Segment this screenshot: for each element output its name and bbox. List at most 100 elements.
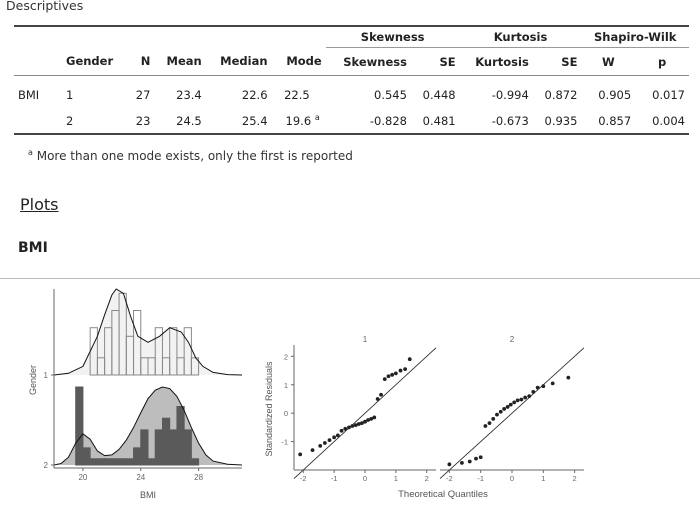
qq-point — [483, 424, 488, 428]
x-tick-label: -1 — [331, 474, 338, 483]
qq-point — [519, 397, 524, 402]
qq-point — [531, 389, 536, 394]
qq-point — [298, 452, 303, 457]
group-header-blank — [14, 25, 326, 48]
qq-point — [502, 407, 507, 411]
y-axis-label: Gender — [28, 365, 38, 395]
qq-point — [566, 375, 571, 380]
variable-heading: BMI — [18, 240, 48, 256]
qq-point — [318, 443, 323, 448]
cell-gender: 1 — [66, 87, 74, 102]
footnote: a More than one mode exists, only the fi… — [28, 148, 353, 163]
histogram-bar — [82, 447, 91, 466]
density-curve-1 — [53, 288, 243, 376]
cell-p: 0.017 — [652, 87, 685, 102]
qq-point — [498, 409, 503, 414]
qq-point — [379, 392, 383, 397]
cell-n: 23 — [127, 108, 155, 135]
histogram-bar — [154, 327, 163, 376]
density-area-2 — [54, 387, 242, 465]
cell-kurtosis-se: 0.935 — [532, 108, 582, 135]
qq-point — [327, 438, 332, 443]
qq-point — [347, 425, 351, 430]
qq-plot: 1 -2 -1 0 1 2 2 -2 -1 0 1 2 -1 0 1 2 Standardized Residu… — [264, 335, 585, 500]
histogram-bar — [176, 406, 185, 466]
qq-point — [515, 398, 520, 403]
histogram-bar — [89, 458, 98, 466]
qq-point — [474, 456, 478, 461]
y-tick-label: 2 — [44, 461, 49, 470]
qq-point — [478, 455, 483, 460]
x-axis-label: Theoretical Quantiles — [398, 489, 488, 500]
qq-point — [403, 367, 408, 372]
x-tick-label: 24 — [136, 473, 145, 482]
footnote-marker: a — [28, 148, 33, 157]
qq-point — [369, 416, 374, 421]
divider — [0, 278, 700, 279]
histogram-bar — [154, 429, 163, 466]
x-tick-label: -2 — [446, 474, 453, 483]
qq-point — [512, 400, 517, 405]
x-tick-label: 2 — [573, 474, 577, 483]
histogram-bar — [133, 310, 142, 376]
x-tick-label: 0 — [363, 474, 367, 483]
histogram-bar — [75, 386, 84, 466]
group-header-shapiro-wilk: Shapiro-Wilk — [581, 25, 689, 48]
cell-gender: 2 — [62, 108, 128, 135]
histogram-bar — [104, 458, 113, 466]
column-header-mean: Mean — [154, 47, 206, 76]
x-tick-label: 1 — [541, 474, 545, 483]
column-header-kurtosis-se: SE — [532, 47, 582, 76]
x-tick-label: -2 — [300, 474, 307, 483]
column-header-skewness-se: SE — [410, 47, 460, 76]
column-header-p: p — [635, 47, 689, 76]
cell-median: 25.4 — [205, 108, 272, 135]
column-header-w: W — [581, 47, 636, 76]
qq-point — [505, 405, 510, 409]
column-header-gender: Gender — [62, 47, 128, 76]
qq-point — [407, 357, 412, 362]
column-header-mode: Mode — [271, 47, 326, 76]
mode-footnote-marker: a — [314, 113, 320, 123]
y-tick-label: 1 — [284, 381, 288, 390]
qq-point — [350, 424, 355, 428]
cell-mode-value: 22.5 — [284, 87, 310, 102]
plots-heading[interactable]: Plots — [20, 195, 59, 214]
qq-point — [356, 422, 361, 426]
table-row: BMI 1 27 23.4 22.6 22.5 0.545 0.448 -0.9… — [14, 76, 689, 109]
cell-w: 0.905 — [598, 87, 632, 102]
histogram-bar — [183, 429, 192, 466]
x-tick-label: 0 — [510, 474, 514, 483]
qq-point — [447, 462, 452, 467]
histogram-bar — [147, 458, 156, 466]
cell-mode: 22.5 — [272, 76, 326, 109]
cell-mode: 19.6 a — [271, 108, 326, 135]
distribution-plot: 1 2 20 24 28 BMI Gender — [28, 288, 243, 500]
qq-point — [390, 372, 395, 377]
cell-p: 0.004 — [635, 108, 689, 135]
qq-point — [386, 374, 391, 379]
qq-point — [322, 441, 327, 445]
histogram-bar — [125, 458, 135, 466]
qq-point — [527, 394, 532, 399]
histogram-bar — [96, 458, 106, 466]
histogram-bar — [133, 447, 142, 466]
qq-point — [360, 421, 364, 426]
y-tick-label: 2 — [284, 352, 288, 361]
y-tick-label: 0 — [284, 409, 288, 418]
descriptives-table: Skewness Kurtosis Shapiro-Wilk Gender N … — [14, 25, 689, 135]
panel-title: 2 — [510, 335, 515, 344]
density-curve-2 — [53, 386, 243, 466]
qq-point — [353, 423, 358, 428]
qq-point — [523, 395, 528, 400]
qq-point — [366, 418, 370, 422]
histogram-bar — [111, 458, 120, 466]
qq-point — [550, 381, 555, 386]
panel-title: 1 — [363, 335, 368, 344]
cell-kurtosis: -0.994 — [491, 87, 529, 102]
reference-line — [293, 347, 437, 479]
qq-point — [310, 448, 315, 453]
column-header-median: Median — [205, 47, 272, 76]
x-axis-label: BMI — [140, 490, 156, 500]
cell-variable — [14, 108, 62, 135]
